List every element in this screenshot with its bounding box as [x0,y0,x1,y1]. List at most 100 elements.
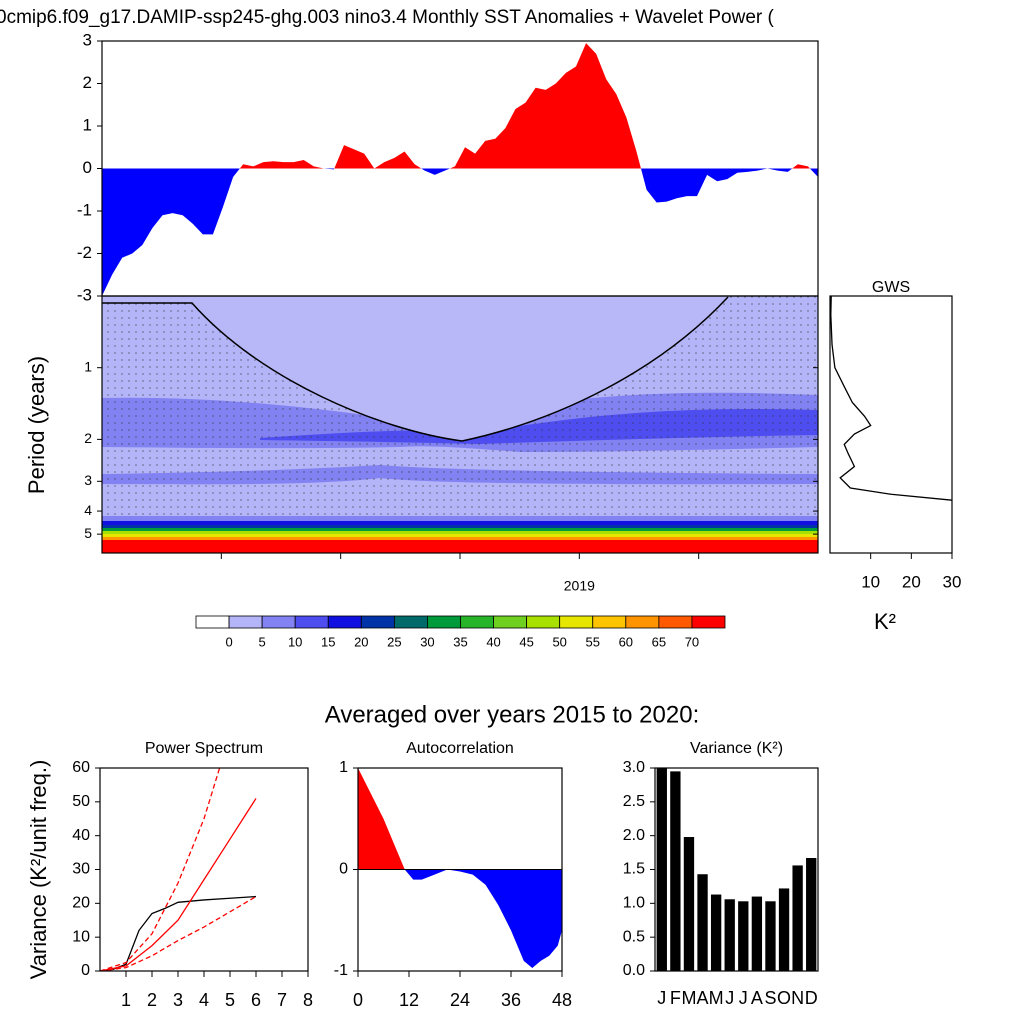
panel-title: GWS [872,279,910,296]
wavelet-band [102,531,818,534]
colorbar-box [261,615,296,629]
area-above [358,768,562,870]
x-tick-label: 1 [121,990,131,1010]
wavelet-band [102,537,818,540]
figure-title: 0cmip6.f09_g17.DAMIP-ssp245-ghg.003 nino… [0,7,775,28]
x-tick-label: 8 [303,990,313,1010]
panel-title: Power Spectrum [145,740,263,757]
y-tick-label: 2.5 [623,793,645,810]
colorbar-box [460,615,494,629]
bar [697,874,708,971]
colorbar-label: 65 [652,634,666,649]
bar [683,837,695,971]
x-tick-label: 2019 [564,578,595,594]
colorbar-label: 50 [552,634,566,649]
x-tick-label: M [681,988,696,1008]
panel-title: Autocorrelation [406,740,514,757]
wavelet-band [102,525,818,528]
y-tick-label: 1 [84,358,92,374]
bar [670,771,681,971]
x-tick-label: J [739,988,748,1008]
x-tick-label: N [791,988,804,1008]
y-tick-label: 3 [84,472,92,488]
wavelet-band [102,528,818,531]
panel-title: Variance (K²) [690,740,783,757]
plot-frame [99,767,309,972]
y-tick-label: 0.5 [623,928,645,945]
x-tick-label: 0 [353,990,363,1010]
colorbar-label: 40 [486,634,500,649]
x-tick-label: M [709,988,724,1008]
colorbar-label: 55 [586,634,600,649]
y-tick-label: 60 [72,759,90,776]
bar [710,894,722,971]
wavelet-band [102,534,818,537]
x-tick-label: 24 [450,990,470,1010]
plot-frame [829,295,953,554]
colorbar-box [658,615,693,629]
wavelet-band [102,516,818,521]
y-tick-label: 5 [84,525,92,541]
colorbar-label: 70 [685,634,699,649]
area-below [102,168,818,296]
y-axis-label: Period (years) [24,356,49,494]
y-tick-label: 3 [83,30,92,49]
y-tick-label: 4 [84,502,92,518]
y-tick-label: 0.0 [623,962,645,979]
bar [806,857,817,971]
colorbar-box [592,615,627,629]
x-tick-label: A [751,988,763,1008]
x-tick-label: 2 [147,990,157,1010]
x-tick-label: O [777,988,791,1008]
colorbar-box [427,615,461,629]
y-tick-label: 1.5 [623,861,645,878]
bar [724,899,735,971]
x-axis-label: K² [874,609,896,634]
x-tick-label: 5 [225,990,235,1010]
colorbar-box [195,615,230,629]
cone-of-influence [102,296,729,442]
colorbar-label: 10 [288,634,302,649]
y-tick-label: 10 [72,928,90,945]
y-tick-label: -2 [77,243,92,262]
x-tick-label: 12 [399,990,419,1010]
colorbar-label: 35 [453,634,467,649]
colorbar-box [393,615,428,629]
x-tick-label: 3 [173,990,183,1010]
bar [656,768,667,971]
y-tick-label: -1 [334,962,348,979]
colorbar-box [327,615,362,629]
y-tick-label: 0 [83,158,92,177]
y-tick-label: 0 [81,962,90,979]
x-tick-label: S [764,988,776,1008]
colorbar-label: 5 [259,634,266,649]
series-line [100,768,221,971]
colorbar-label: 25 [387,634,401,649]
bar [738,901,749,971]
wavelet-band [102,521,818,525]
series-line [830,296,952,501]
x-tick-label: J [657,988,666,1008]
y-tick-label: -1 [77,200,92,219]
bar [765,901,776,971]
series-line [100,896,257,971]
y-tick-label: 3.0 [623,759,645,776]
x-tick-label: J [725,988,734,1008]
x-tick-label: 48 [552,990,572,1010]
y-tick-label: 0 [339,861,348,878]
colorbar-box [625,615,660,629]
x-tick-label: A [697,988,709,1008]
y-axis-label: Variance (K²/unit freq.) [26,760,51,980]
section-title: Averaged over years 2015 to 2020: [325,701,699,728]
x-tick-label: 7 [277,990,287,1010]
x-tick-label: 30 [943,572,962,591]
x-tick-label: 6 [251,990,261,1010]
colorbar-box [559,615,594,629]
colorbar-label: 0 [225,634,232,649]
colorbar-box [691,615,726,629]
y-tick-label: 40 [72,827,90,844]
y-tick-label: 2 [83,73,92,92]
x-tick-label: F [670,988,681,1008]
x-tick-label: 4 [199,990,209,1010]
